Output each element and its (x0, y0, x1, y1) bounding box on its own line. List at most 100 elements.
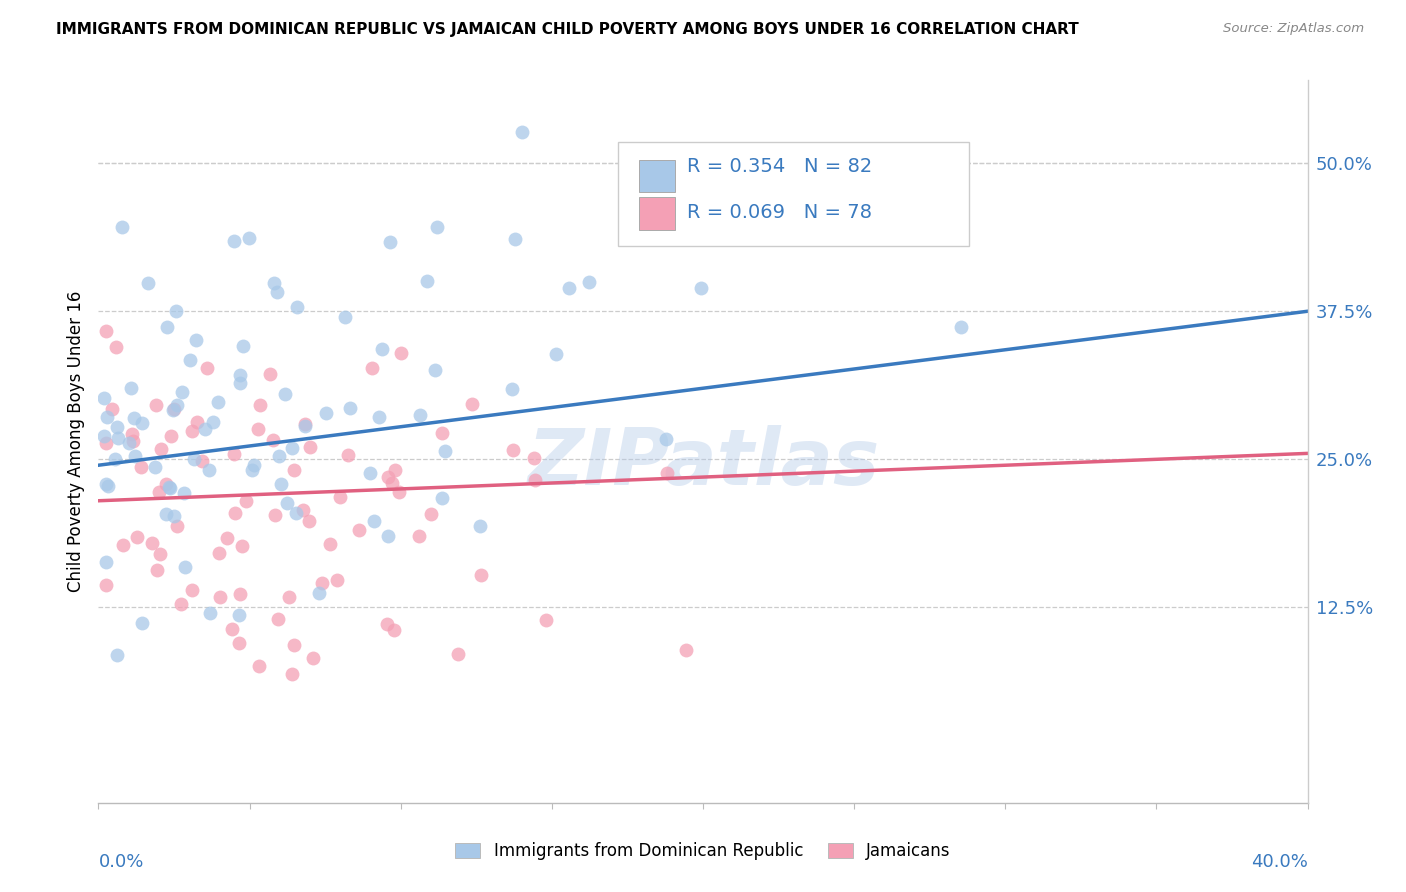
Point (285, 301, 308, 315)
Point (238, 231, 260, 245)
Point (470, 567, 492, 582)
Point (247, 422, 270, 436)
Point (162, 403, 184, 417)
Point (195, 361, 218, 376)
Point (267, 449, 290, 463)
FancyBboxPatch shape (619, 142, 969, 246)
Point (416, 274, 439, 288)
Point (276, 496, 298, 510)
Point (186, 415, 208, 429)
Point (186, 333, 208, 347)
Point (249, 398, 271, 412)
Point (578, 276, 600, 290)
Point (262, 433, 284, 447)
Point (294, 419, 316, 434)
FancyBboxPatch shape (638, 160, 675, 193)
Point (546, 347, 568, 361)
Point (231, 539, 253, 553)
Point (121, 427, 143, 442)
Point (318, 537, 340, 551)
Point (326, 573, 349, 587)
Point (122, 434, 145, 449)
Point (208, 591, 231, 605)
Point (104, 340, 127, 354)
Point (96, 410, 118, 425)
Point (190, 453, 212, 467)
Point (217, 531, 239, 545)
Point (197, 463, 219, 477)
Point (232, 339, 254, 353)
Point (291, 503, 314, 517)
Point (94, 578, 117, 592)
Point (419, 507, 441, 521)
Point (675, 643, 697, 657)
Point (283, 463, 305, 477)
Point (104, 452, 127, 467)
Point (145, 398, 167, 412)
Point (148, 485, 170, 500)
Point (207, 395, 229, 409)
Point (201, 415, 224, 429)
Point (277, 590, 299, 604)
Point (105, 648, 128, 662)
Point (96, 555, 118, 569)
Point (409, 408, 432, 422)
Point (536, 613, 558, 627)
Point (131, 416, 153, 430)
Point (370, 342, 392, 356)
Point (111, 219, 134, 234)
Point (381, 476, 404, 491)
Point (170, 384, 193, 399)
Point (284, 506, 307, 520)
Point (523, 473, 546, 487)
Point (360, 361, 382, 376)
Point (138, 276, 160, 290)
Point (94, 324, 117, 338)
Point (426, 220, 449, 235)
Point (329, 490, 352, 504)
Point (93, 392, 115, 406)
Point (339, 401, 361, 416)
Legend: Immigrants from Dominican Republic, Jamaicans: Immigrants from Dominican Republic, Jama… (449, 836, 957, 867)
Point (122, 410, 145, 425)
Text: 0.0%: 0.0% (98, 854, 143, 871)
Point (170, 598, 193, 612)
Point (263, 276, 285, 290)
Point (229, 376, 252, 390)
Point (266, 612, 288, 626)
Point (447, 647, 470, 661)
Point (166, 519, 188, 533)
Point (950, 320, 973, 334)
Point (281, 442, 304, 456)
Point (149, 442, 172, 457)
Point (298, 514, 321, 528)
Point (155, 507, 177, 521)
Point (141, 536, 163, 550)
Point (94, 435, 117, 450)
Point (228, 607, 250, 622)
Point (243, 458, 266, 472)
Point (146, 563, 169, 577)
Point (229, 368, 252, 383)
Point (298, 440, 321, 454)
Text: Source: ZipAtlas.com: Source: ZipAtlas.com (1223, 22, 1364, 36)
Point (159, 481, 181, 495)
Point (270, 477, 292, 491)
Text: 40.0%: 40.0% (1251, 854, 1308, 871)
Point (194, 422, 217, 436)
Point (263, 508, 285, 522)
Point (166, 398, 188, 412)
Point (111, 538, 134, 552)
Point (174, 560, 197, 574)
Point (165, 303, 187, 318)
Point (131, 616, 153, 631)
Point (408, 529, 430, 543)
Point (302, 650, 325, 665)
Point (391, 346, 413, 360)
Point (240, 462, 263, 476)
Point (283, 638, 305, 652)
Point (105, 419, 128, 434)
Point (127, 530, 149, 544)
Text: ZIPatlas: ZIPatlas (527, 425, 879, 501)
Point (97, 478, 120, 492)
